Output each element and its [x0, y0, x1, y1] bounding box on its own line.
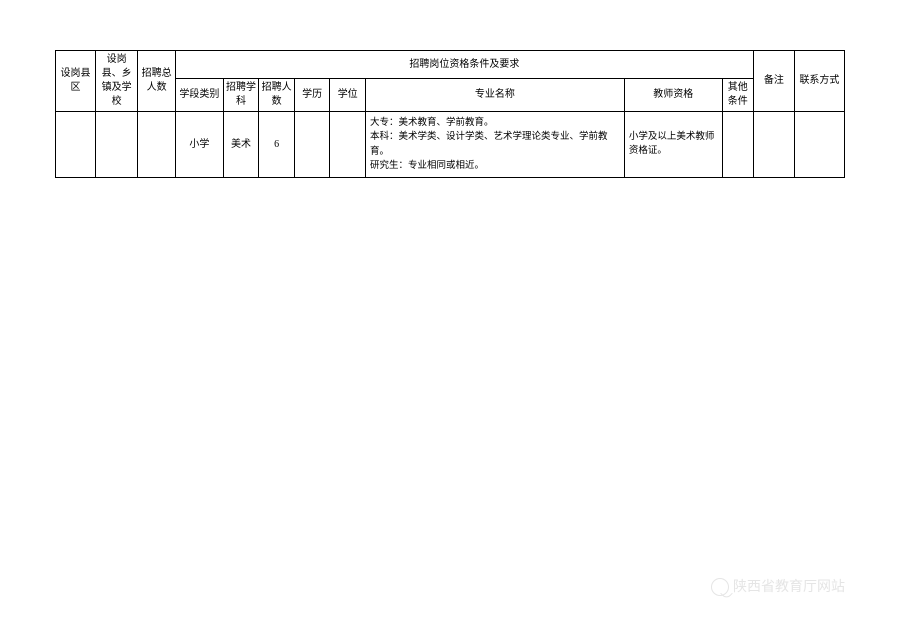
cell-education [294, 112, 330, 178]
header-degree: 学位 [330, 79, 366, 112]
table-header: 设岗县区 设岗县、乡镇及学校 招聘总人数 招聘岗位资格条件及要求 备注 联系方式… [56, 51, 845, 112]
header-teacher-cert: 教师资格 [624, 79, 722, 112]
header-major: 专业名称 [365, 79, 624, 112]
cell-degree [330, 112, 366, 178]
header-contact: 联系方式 [794, 51, 844, 112]
cell-subject: 美术 [223, 112, 259, 178]
header-count: 招聘人数 [259, 79, 295, 112]
cell-major: 大专：美术教育、学前教育。本科：美术学类、设计学类、艺术学理论类专业、学前教育。… [365, 112, 624, 178]
header-education: 学历 [294, 79, 330, 112]
cell-remark [753, 112, 794, 178]
cell-teacher-cert: 小学及以上美术教师资格证。 [624, 112, 722, 178]
table-row: 小学 美术 6 大专：美术教育、学前教育。本科：美术学类、设计学类、艺术学理论类… [56, 112, 845, 178]
header-other: 其他条件 [722, 79, 753, 112]
cell-township-school [96, 112, 138, 178]
cell-total-count [138, 112, 176, 178]
watermark: 陕西省教育厅网站 [711, 576, 845, 596]
recruitment-table: 设岗县区 设岗县、乡镇及学校 招聘总人数 招聘岗位资格条件及要求 备注 联系方式… [55, 50, 845, 178]
header-remark: 备注 [753, 51, 794, 112]
header-county: 设岗县区 [56, 51, 96, 112]
header-stage-type: 学段类别 [176, 79, 224, 112]
header-township-school: 设岗县、乡镇及学校 [96, 51, 138, 112]
header-qualifications-group: 招聘岗位资格条件及要求 [176, 51, 754, 79]
cell-other [722, 112, 753, 178]
cell-count: 6 [259, 112, 295, 178]
watermark-icon [711, 578, 729, 596]
cell-county [56, 112, 96, 178]
header-total-count: 招聘总人数 [138, 51, 176, 112]
header-subject: 招聘学科 [223, 79, 259, 112]
cell-stage-type: 小学 [176, 112, 224, 178]
watermark-text: 陕西省教育厅网站 [733, 578, 845, 594]
cell-contact [794, 112, 844, 178]
